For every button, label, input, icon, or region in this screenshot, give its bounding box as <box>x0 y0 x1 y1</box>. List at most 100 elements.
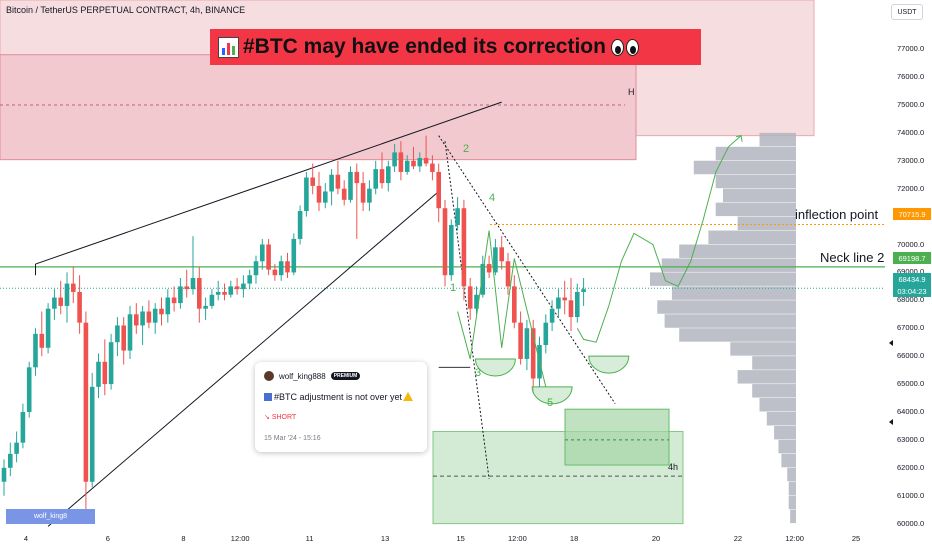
candle-body <box>411 160 416 167</box>
volume-profile-bar <box>774 425 796 440</box>
time-tick: 11 <box>305 534 314 543</box>
eyes-icon <box>610 38 639 56</box>
volume-profile-bar <box>790 509 796 524</box>
trendline <box>47 191 440 527</box>
candle-body <box>304 177 309 212</box>
candle-body <box>8 453 13 468</box>
candle-body <box>291 238 297 273</box>
candle-body <box>360 183 366 203</box>
price-tick: 61000.0 <box>897 490 925 500</box>
candle-body <box>568 300 574 318</box>
bar-chart-icon <box>264 393 272 401</box>
candle-body <box>310 177 315 186</box>
candle-body <box>562 297 567 301</box>
volume-profile-bar <box>788 481 796 496</box>
candle-body <box>581 289 586 292</box>
candle-body <box>184 286 189 290</box>
candle-body <box>442 208 448 276</box>
inflection-point-label: inflection point <box>795 207 879 222</box>
candle-body <box>493 247 498 273</box>
candle-body <box>215 291 221 295</box>
volume-profile-bar <box>787 467 796 482</box>
price-tick: 70000.0 <box>897 239 925 249</box>
volume-profile-bar <box>715 202 796 217</box>
demand-zone-inner <box>564 408 670 466</box>
volume-profile-bar <box>759 398 796 412</box>
time-tick: 20 <box>651 534 661 543</box>
candle-body <box>234 286 240 290</box>
price-tick: 74000.0 <box>897 127 925 137</box>
countdown-label: 03:04:23 <box>893 285 931 297</box>
candle-body <box>316 185 322 203</box>
candle-body <box>64 283 70 306</box>
volume-profile-bar <box>778 439 796 454</box>
candle-body <box>253 261 259 276</box>
price-axis[interactable]: USDT 77000.0 76000.0 75000.0 74000.0 73000.0… <box>885 0 932 550</box>
price-tick: 69000.0 <box>897 267 925 277</box>
candle-body <box>266 244 271 270</box>
candle-body <box>45 308 51 348</box>
price-tick: 64000.0 <box>897 406 925 416</box>
projection-arrow <box>736 135 743 142</box>
candle-body <box>26 367 32 412</box>
candle-body <box>171 297 177 304</box>
volume-profile-bar <box>708 230 796 245</box>
volume-profile-bar <box>766 411 796 426</box>
wave-label-5: 5 <box>547 397 554 409</box>
wave-label-2: 2 <box>463 143 470 155</box>
candle-body <box>386 166 391 184</box>
candle-body <box>146 311 152 323</box>
candle-body <box>1 467 7 482</box>
candle-body <box>152 308 158 323</box>
candle-body <box>89 386 95 482</box>
candle-body <box>20 411 26 443</box>
candle-body <box>461 208 467 287</box>
idea-title-row[interactable]: #BTC adjustment is not over yet <box>264 392 414 402</box>
wave-label-3: 3 <box>475 367 482 379</box>
volume-profile-bar <box>671 286 796 300</box>
price-tick: 68000.0 <box>897 295 925 305</box>
idea-direction: ↘ SHORT <box>264 413 296 421</box>
candle-body <box>285 261 290 273</box>
candle-body <box>127 314 133 351</box>
avatar[interactable] <box>264 371 274 381</box>
headline-banner: #BTC may have ended its correction <box>210 29 701 65</box>
candle-body <box>505 261 511 287</box>
trendline <box>444 141 490 480</box>
headline-text: #BTC may have ended its correction <box>243 35 606 58</box>
projection-path <box>576 135 742 343</box>
inflection-price-label: 70715.9 <box>893 208 931 220</box>
volume-profile-bar <box>664 314 796 328</box>
volume-profile-bar <box>679 244 796 258</box>
candle-body <box>367 188 372 203</box>
candle-body <box>575 291 580 318</box>
idea-card[interactable]: wolf_king888 PREMIUM #BTC adjustment is … <box>255 362 427 452</box>
volume-profile-bar <box>657 300 796 314</box>
idea-author[interactable]: wolf_king888 <box>279 371 326 381</box>
candle-body <box>512 286 517 323</box>
volume-profile-bar <box>737 216 796 231</box>
alert-marker-icon <box>889 340 893 346</box>
wave-label-4: 4 <box>489 192 496 204</box>
volume-profile-bar <box>693 160 796 175</box>
wave-label-1: 1 <box>450 282 457 294</box>
candle-body <box>518 322 523 359</box>
time-tick: 12:00 <box>508 534 527 543</box>
candle-body <box>398 152 404 172</box>
signature-text: wolf_king8 <box>33 513 68 520</box>
currency-button[interactable]: USDT <box>891 4 923 20</box>
candle-body <box>549 308 555 323</box>
price-tick: 77000.0 <box>897 44 925 54</box>
candle-body <box>203 305 208 309</box>
time-tick: 25 <box>851 534 861 543</box>
symbol-title: Bitcoin / TetherUS PERPETUAL CONTRACT, 4… <box>6 5 246 15</box>
candle-body <box>83 322 89 482</box>
candle-body <box>190 278 196 290</box>
candle-body <box>159 308 164 315</box>
candle-body <box>165 297 171 315</box>
zones-layer <box>0 0 815 525</box>
bar-chart-icon <box>218 36 239 58</box>
candle-body <box>33 333 38 368</box>
candle-body <box>260 244 265 262</box>
